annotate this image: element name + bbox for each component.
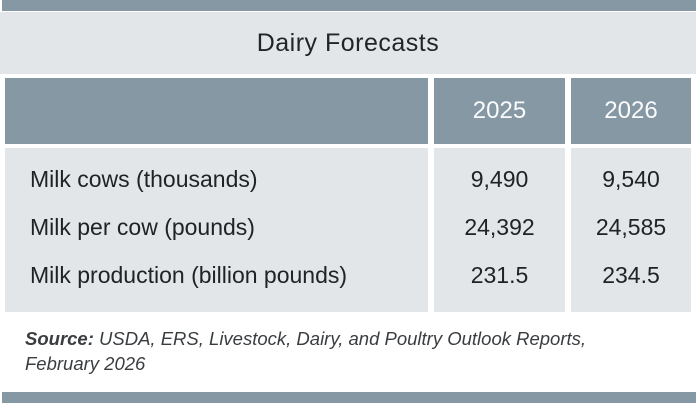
value-2026-milk-cows: 9,540 [602, 165, 660, 192]
source-note: Source: USDA, ERS, Livestock, Dairy, and… [25, 326, 666, 376]
header-cell-2026: 2026 [571, 78, 691, 144]
values-column-2026: 9,540 24,585 234.5 [571, 148, 691, 312]
source-text-line2: February 2026 [25, 353, 146, 374]
source-text-line1: USDA, ERS, Livestock, Dairy, and Poultry… [99, 328, 587, 349]
header-cell-label-spacer [5, 78, 428, 144]
values-column-2025: 9,490 24,392 231.5 [434, 148, 565, 312]
table-header-row: 2025 2026 [5, 78, 691, 144]
row-label-milk-production: Milk production (billion pounds) [30, 261, 348, 288]
value-2026-milk-production: 234.5 [602, 261, 660, 288]
value-2025-milk-production: 231.5 [470, 261, 529, 288]
bottom-accent-bar [2, 392, 696, 403]
value-2025-milk-per-cow: 24,392 [464, 213, 535, 240]
table-body: Milk cows (thousands) Milk per cow (poun… [5, 148, 691, 312]
top-accent-bar [2, 0, 696, 11]
source-label: Source: [25, 328, 94, 349]
row-label-milk-per-cow: Milk per cow (pounds) [30, 213, 255, 240]
value-2025-milk-cows: 9,490 [470, 165, 529, 192]
table-title: Dairy Forecasts [256, 28, 440, 57]
row-label-milk-cows: Milk cows (thousands) [30, 165, 258, 192]
value-2026-milk-per-cow: 24,585 [595, 213, 667, 240]
label-column: Milk cows (thousands) Milk per cow (poun… [5, 148, 428, 312]
title-band: Dairy Forecasts [0, 12, 696, 74]
header-cell-2025: 2025 [434, 78, 565, 144]
